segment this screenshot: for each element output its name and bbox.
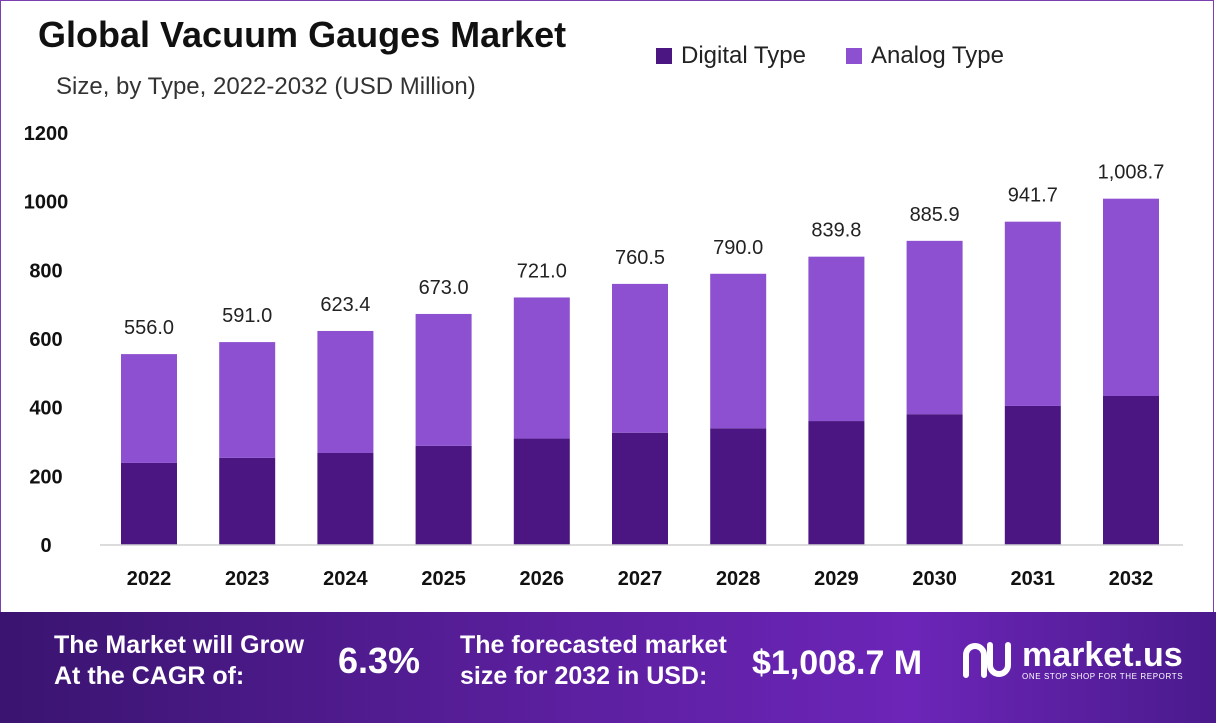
stacked-bar-chart: 0 200 400 600 800 1000 1200 556.0 2022 591.0 2023 6… [24, 123, 1183, 590]
legend-swatch-digital [656, 48, 672, 64]
chart-title: Global Vacuum Gauges Market [38, 14, 567, 55]
bar-segment-analog [1004, 221, 1061, 406]
legend: Digital Type Analog Type [656, 42, 1004, 70]
logo-name: market.us [1022, 636, 1183, 674]
bar-segment-analog [317, 330, 374, 453]
x-tick-label: 2023 [225, 568, 270, 590]
bar-segment-digital [317, 452, 374, 545]
bar-segment-digital [710, 428, 767, 545]
forecast-label: The forecasted market size for 2032 in U… [460, 630, 727, 692]
forecast-label-line1: The forecasted market [460, 631, 727, 659]
legend-item-analog: Analog Type [845, 42, 1004, 70]
bar-total-label: 839.8 [811, 220, 861, 242]
bar-segment-analog [612, 283, 668, 433]
bar-segment-digital [906, 414, 963, 545]
bar-total-label: 790.0 [713, 237, 763, 259]
y-tick-label: 200 [29, 466, 62, 488]
bar-total-label: 1,008.7 [1098, 162, 1165, 184]
logo-tagline: ONE STOP SHOP FOR THE REPORTS [1022, 672, 1184, 681]
bar-total-label: 760.5 [615, 247, 665, 269]
market-us-logo-icon [963, 642, 1011, 678]
bar-total-label: 556.0 [124, 317, 174, 339]
bar-segment-analog [219, 342, 276, 458]
bar-segment-analog [513, 297, 570, 439]
bar-segment-analog [1103, 198, 1159, 396]
x-tick-label: 2026 [520, 568, 565, 590]
bar-segment-analog [121, 354, 177, 463]
x-tick-label: 2032 [1109, 568, 1154, 590]
forecast-label-line2: size for 2032 in USD: [460, 662, 708, 690]
bar-segment-digital [121, 462, 177, 545]
bar-segment-digital [808, 421, 865, 545]
bar-total-label: 941.7 [1008, 185, 1058, 207]
market-us-logo: market.us ONE STOP SHOP FOR THE REPORTS [962, 638, 1183, 682]
x-tick-label: 2024 [323, 568, 368, 590]
y-tick-label: 800 [29, 260, 62, 282]
cagr-label-line2: At the CAGR of: [54, 662, 245, 690]
bar-segment-digital [612, 432, 668, 545]
legend-item-digital: Digital Type [656, 42, 806, 70]
x-tick-label: 2022 [127, 568, 172, 590]
bar-segment-analog [710, 273, 767, 429]
footer-banner: The Market will Grow At the CAGR of: 6.3… [0, 612, 1216, 723]
chart-subtitle: Size, by Type, 2022-2032 (USD Million) [56, 73, 476, 100]
y-tick-label: 1000 [24, 192, 69, 214]
cagr-value: 6.3% [338, 640, 421, 681]
bar-total-label: 885.9 [910, 204, 960, 226]
y-tick-label: 600 [29, 329, 62, 351]
bar-total-label: 591.0 [222, 305, 272, 327]
bar-total-label: 673.0 [419, 277, 469, 299]
forecast-value: $1,008.7 M [752, 644, 923, 682]
bar-segment-analog [808, 256, 865, 422]
legend-label-analog: Analog Type [870, 42, 1004, 69]
x-tick-label: 2029 [814, 568, 859, 590]
legend-swatch-analog [845, 48, 862, 64]
x-tick-label: 2025 [421, 568, 466, 590]
x-tick-label: 2031 [1011, 568, 1056, 590]
bar-segment-digital [513, 438, 570, 545]
x-tick-label: 2027 [618, 568, 663, 590]
bar-segment-digital [1004, 405, 1061, 545]
cagr-label: The Market will Grow At the CAGR of: [54, 630, 304, 692]
bar-segment-analog [415, 313, 472, 446]
bar-segment-digital [415, 445, 472, 545]
bar-segment-digital [1103, 395, 1159, 545]
y-tick-label: 0 [40, 535, 51, 557]
x-tick-label: 2030 [912, 568, 957, 590]
bar-segment-analog [906, 240, 963, 415]
legend-label-digital: Digital Type [681, 42, 806, 69]
bar-segment-digital [219, 457, 276, 545]
y-tick-label: 400 [29, 398, 62, 420]
bar-total-label: 623.4 [320, 294, 370, 316]
y-tick-label: 1200 [24, 123, 69, 145]
x-tick-label: 2028 [716, 568, 761, 590]
cagr-label-line1: The Market will Grow [54, 631, 305, 659]
bar-total-label: 721.0 [517, 260, 567, 282]
